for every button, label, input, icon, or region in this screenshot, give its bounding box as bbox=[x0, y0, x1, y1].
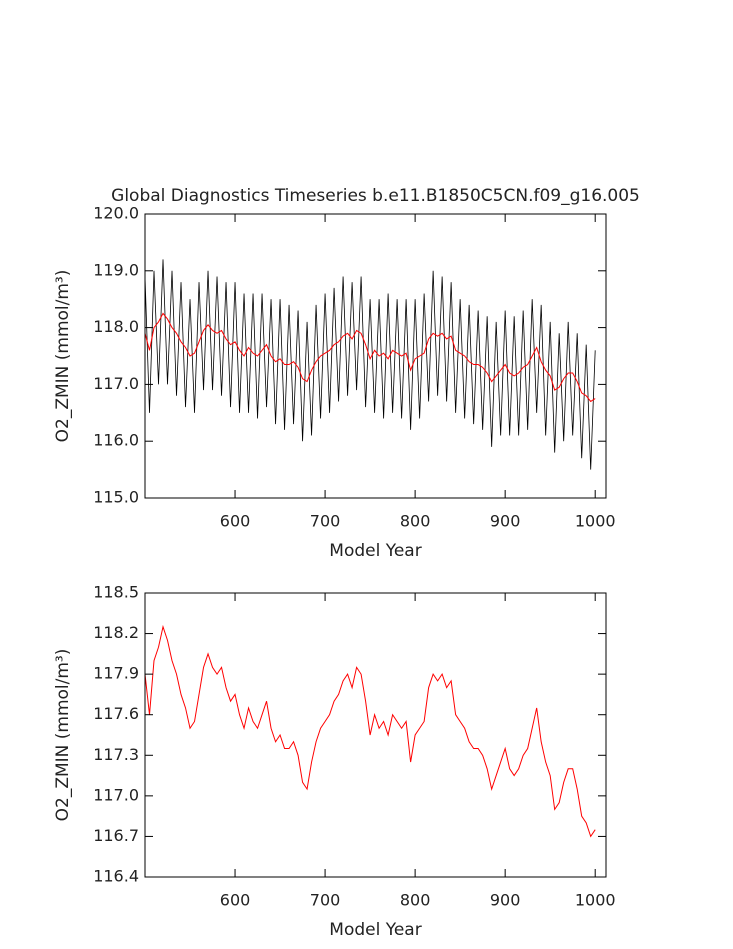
chart-title: Global Diagnostics Timeseries b.e11.B185… bbox=[111, 186, 640, 206]
x-tick-label: 700 bbox=[310, 891, 341, 910]
y-tick-label: 117.6 bbox=[93, 704, 139, 723]
x-tick-label: 800 bbox=[400, 512, 431, 531]
x-tick-label: 600 bbox=[220, 891, 251, 910]
plot-frame bbox=[144, 213, 607, 499]
x-tick-label: 1000 bbox=[575, 512, 616, 531]
y-axis-label: O2_ZMIN (mmol/m³) bbox=[53, 649, 73, 822]
y-tick-label: 116.4 bbox=[93, 867, 139, 886]
data-line bbox=[144, 624, 596, 838]
y-tick-label: 119.0 bbox=[93, 260, 139, 279]
x-tick-label: 600 bbox=[220, 512, 251, 531]
x-tick-label: 1000 bbox=[575, 891, 616, 910]
y-tick-label: 118.2 bbox=[93, 623, 139, 642]
y-tick-label: 115.0 bbox=[93, 488, 139, 507]
x-axis-label: Model Year bbox=[329, 541, 421, 561]
y-tick-label: 116.0 bbox=[93, 431, 139, 450]
x-axis-label: Model Year bbox=[329, 920, 421, 940]
y-tick-label: 118.5 bbox=[93, 583, 139, 602]
y-tick-label: 117.0 bbox=[93, 374, 139, 393]
y-tick-label: 117.9 bbox=[93, 664, 139, 683]
y-tick-label: 116.7 bbox=[93, 826, 139, 845]
x-tick-label: 800 bbox=[400, 891, 431, 910]
x-tick-label: 900 bbox=[490, 891, 521, 910]
data-line bbox=[144, 312, 596, 403]
x-tick-label: 900 bbox=[490, 512, 521, 531]
y-tick-label: 117.0 bbox=[93, 785, 139, 804]
x-tick-label: 700 bbox=[310, 512, 341, 531]
plot-frame bbox=[144, 592, 607, 878]
y-tick-label: 120.0 bbox=[93, 204, 139, 223]
y-tick-label: 118.0 bbox=[93, 317, 139, 336]
y-tick-label: 117.3 bbox=[93, 745, 139, 764]
y-axis-label: O2_ZMIN (mmol/m³) bbox=[53, 270, 73, 443]
data-line bbox=[144, 259, 596, 470]
